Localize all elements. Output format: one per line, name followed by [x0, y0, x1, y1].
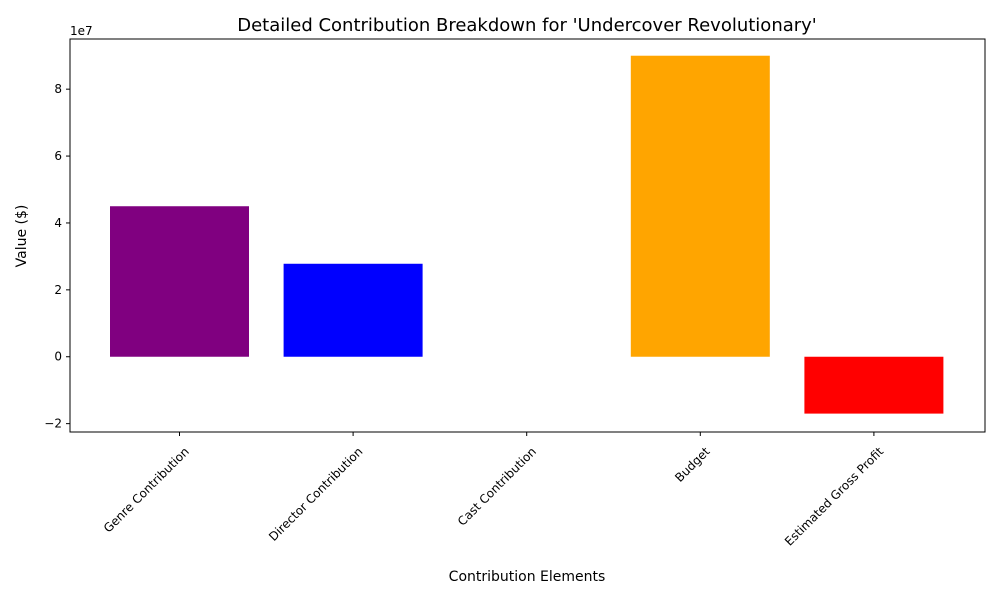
y-axis-offset-label: 1e7: [70, 24, 93, 38]
bars-group: [110, 55, 944, 414]
x-tick-label: Estimated Gross Profit: [782, 444, 886, 548]
y-tick-label: 0: [54, 350, 62, 364]
x-axis-ticks: Genre Contribution Director Contribution C…: [101, 432, 886, 549]
x-tick-label: Genre Contribution: [101, 444, 192, 535]
bar-estimated-gross-profit: [804, 356, 944, 414]
y-axis-title: Value ($): [14, 205, 30, 268]
bar-director-contribution: [283, 263, 423, 357]
x-tick-label: Budget: [672, 444, 713, 485]
y-tick-label: 6: [54, 149, 62, 163]
chart-title: Detailed Contribution Breakdown for 'Und…: [237, 15, 817, 36]
y-tick-label: 4: [54, 216, 62, 230]
x-axis-title: Contribution Elements: [449, 569, 606, 585]
y-tick-label: 2: [54, 283, 62, 297]
y-tick-label: −2: [44, 417, 62, 431]
x-tick-label: Director Contribution: [266, 444, 365, 543]
bar-budget: [630, 55, 770, 357]
bar-genre-contribution: [110, 206, 249, 357]
y-axis-ticks: −2 0 2 4 6 8: [44, 82, 70, 431]
x-tick-label: Cast Contribution: [455, 444, 539, 528]
y-tick-label: 8: [54, 82, 62, 96]
plot-frame: [69, 38, 986, 433]
